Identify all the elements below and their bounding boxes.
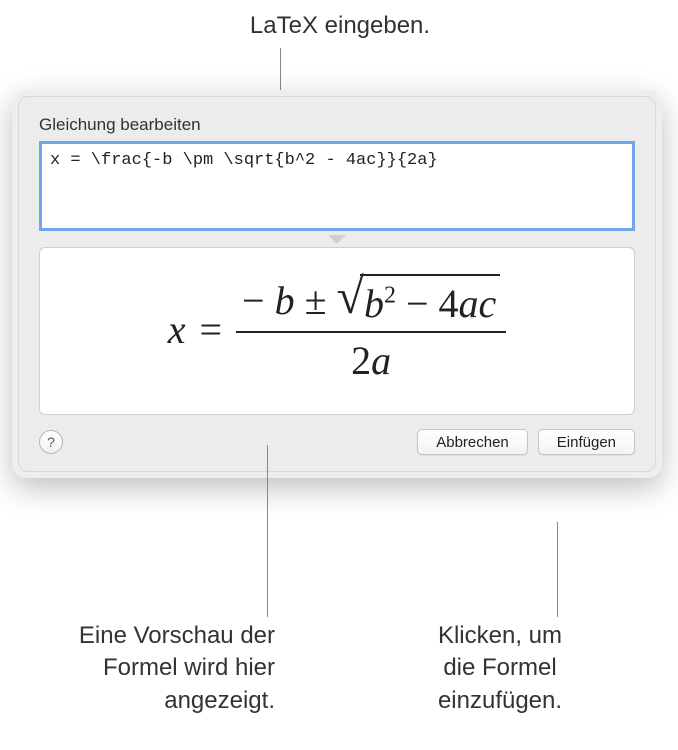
formula-a2: a xyxy=(371,338,391,383)
callout-bl-l3: angezeigt. xyxy=(164,687,275,714)
formula-lhs: x xyxy=(168,306,186,353)
callout-br-l3: einzufügen. xyxy=(438,687,562,714)
callout-br-l2: die Formel xyxy=(443,654,556,681)
callout-top: LaTeX eingeben. xyxy=(190,10,490,42)
formula-sqrt: √ b2 − 4ac xyxy=(337,274,501,327)
preview-notch xyxy=(328,235,346,244)
latex-input[interactable] xyxy=(39,141,635,231)
formula-a1: a xyxy=(459,281,479,326)
formula-c: c xyxy=(479,281,497,326)
formula-pm: ± xyxy=(305,277,327,324)
callout-bottom-right: Klicken, um die Formel einzufügen. xyxy=(380,620,620,717)
dialog-body: Gleichung bearbeiten x = −b ± √ xyxy=(18,96,656,472)
callout-bl-l2: Formel wird hier xyxy=(103,654,275,681)
insert-button[interactable]: Einfügen xyxy=(538,429,635,455)
callout-line-bottom-left xyxy=(267,445,268,617)
cancel-button[interactable]: Abbrechen xyxy=(417,429,528,455)
dialog-button-row: ? Abbrechen Einfügen xyxy=(39,429,635,455)
formula-minus2: − xyxy=(406,281,429,326)
dialog-window: Gleichung bearbeiten x = −b ± √ xyxy=(12,90,662,478)
formula-exp: 2 xyxy=(384,283,396,309)
formula-fraction: −b ± √ b2 − 4ac xyxy=(236,270,506,388)
callout-bottom-left: Eine Vorschau der Formel wird hier angez… xyxy=(60,620,275,717)
callout-line-bottom-right xyxy=(557,522,558,617)
help-button[interactable]: ? xyxy=(39,430,63,454)
formula-two: 2 xyxy=(351,338,371,383)
formula-minus: − xyxy=(242,277,265,324)
formula-equals: = xyxy=(199,306,222,353)
callout-bl-l1: Eine Vorschau der xyxy=(79,622,275,649)
formula-four: 4 xyxy=(439,281,459,326)
formula-b1: b xyxy=(275,277,295,324)
formula-b2: b xyxy=(364,281,384,326)
dialog-title: Gleichung bearbeiten xyxy=(39,115,635,135)
callout-br-l1: Klicken, um xyxy=(438,622,562,649)
formula: x = −b ± √ b2 − 4ac xyxy=(168,270,507,388)
formula-preview: x = −b ± √ b2 − 4ac xyxy=(39,247,635,415)
